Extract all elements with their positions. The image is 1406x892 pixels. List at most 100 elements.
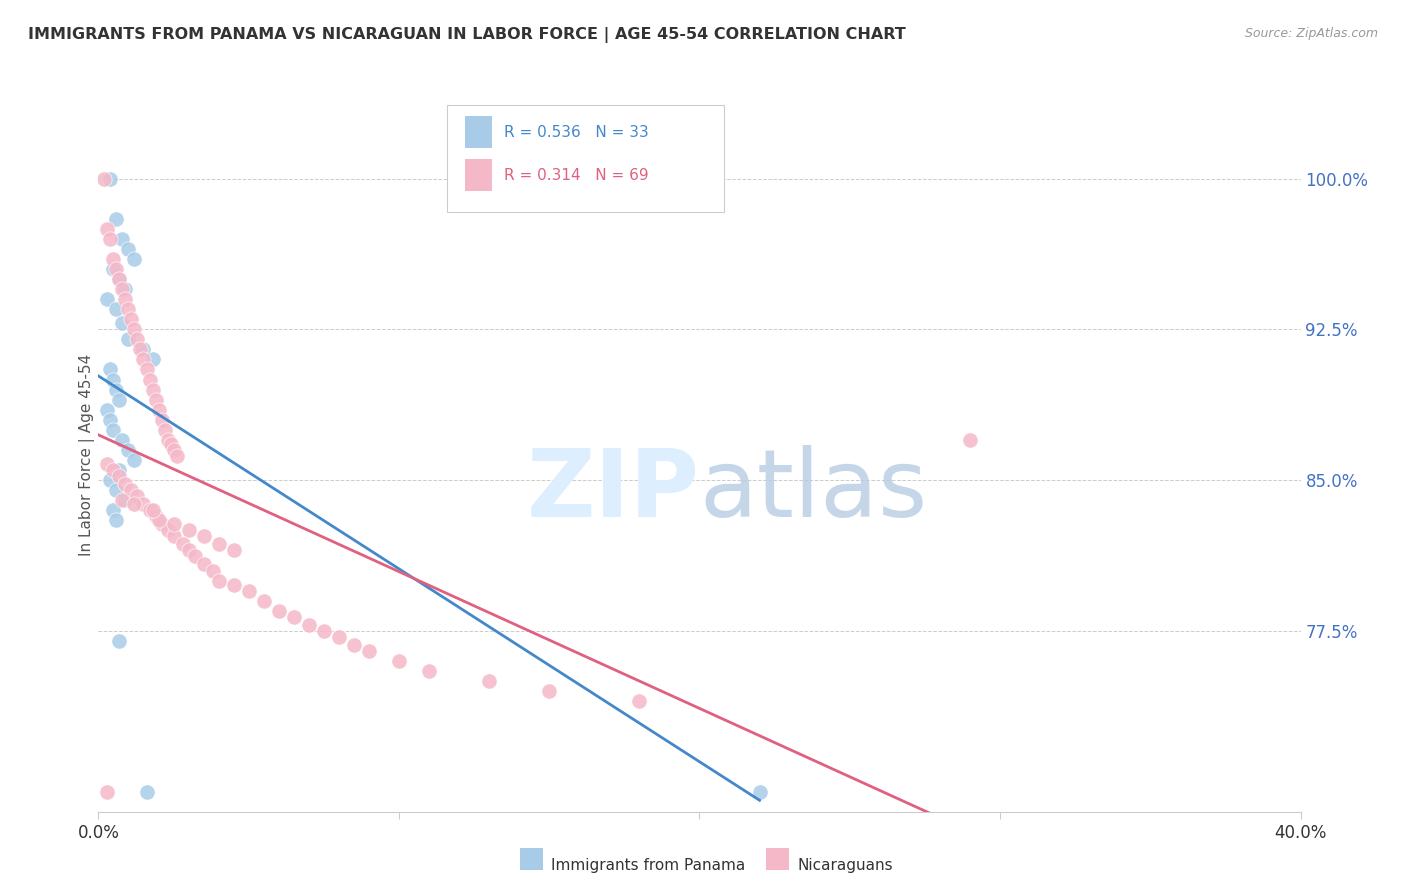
Point [162,442,184,457]
Point [108,463,131,477]
Point [108,469,131,483]
Point [124,322,146,336]
Point [111,493,134,508]
Point [117,242,139,256]
Point [141,352,163,367]
Point [100,413,122,427]
Point [111,433,134,447]
Point [538,684,561,698]
Point [222,577,245,591]
Point [96,402,118,417]
Point [156,524,179,538]
Point [127,489,149,503]
Point [103,372,125,386]
Point [121,312,143,326]
Point [103,423,125,437]
Point [478,674,501,689]
Point [117,332,139,346]
Point [135,784,157,798]
Point [172,537,194,551]
Point [121,483,143,497]
Point [183,549,205,564]
Point [117,302,139,317]
Point [132,497,155,511]
Text: atlas: atlas [700,444,928,537]
Point [103,463,125,477]
Point [117,442,139,457]
Point [105,211,128,226]
Point [114,493,136,508]
Point [124,453,146,467]
Point [267,604,290,618]
Point [138,372,160,386]
Point [93,171,115,186]
Point [166,449,188,463]
Point [108,392,131,407]
Point [111,316,134,330]
Point [105,383,128,397]
Text: R = 0.536   N = 33: R = 0.536 N = 33 [503,125,648,140]
Point [388,654,411,668]
Point [177,543,200,558]
Point [105,513,128,527]
Point [177,524,200,538]
Point [135,362,157,376]
Point [96,292,118,306]
Point [312,624,335,638]
Point [100,473,122,487]
Y-axis label: In Labor Force | Age 45-54: In Labor Force | Age 45-54 [79,354,96,556]
Point [141,383,163,397]
Point [96,457,118,471]
Point [222,543,245,558]
Text: Source: ZipAtlas.com: Source: ZipAtlas.com [1244,27,1378,40]
Point [114,292,136,306]
Point [148,513,170,527]
Point [959,433,981,447]
Point [111,282,134,296]
Point [253,593,276,607]
Point [156,433,179,447]
Point [150,517,173,532]
Point [283,609,305,624]
Point [96,784,118,798]
Text: ZIP: ZIP [527,444,700,537]
Point [108,272,131,286]
Point [418,664,440,678]
Point [124,252,146,266]
Point [108,272,131,286]
Point [208,574,231,588]
Point [124,497,146,511]
Point [193,558,215,572]
Point [298,617,321,632]
Point [132,352,155,367]
Point [114,477,136,491]
Point [208,537,231,551]
Text: R = 0.314   N = 69: R = 0.314 N = 69 [503,168,648,183]
Text: IMMIGRANTS FROM PANAMA VS NICARAGUAN IN LABOR FORCE | AGE 45-54 CORRELATION CHAR: IMMIGRANTS FROM PANAMA VS NICARAGUAN IN … [28,27,905,43]
Point [162,529,184,543]
FancyBboxPatch shape [447,105,724,212]
Point [103,503,125,517]
Point [100,171,122,186]
Point [108,633,131,648]
Point [103,252,125,266]
Point [145,509,167,524]
Point [193,529,215,543]
Point [129,343,152,357]
Point [148,402,170,417]
Text: Immigrants from Panama: Immigrants from Panama [551,858,745,872]
Point [145,392,167,407]
Point [153,423,176,437]
Point [132,343,155,357]
Point [100,362,122,376]
Point [105,302,128,317]
Point [201,564,224,578]
Point [100,232,122,246]
Point [628,694,651,708]
Point [96,221,118,235]
Point [103,262,125,277]
Point [111,232,134,246]
Point [127,332,149,346]
Point [150,413,173,427]
Point [162,517,184,532]
